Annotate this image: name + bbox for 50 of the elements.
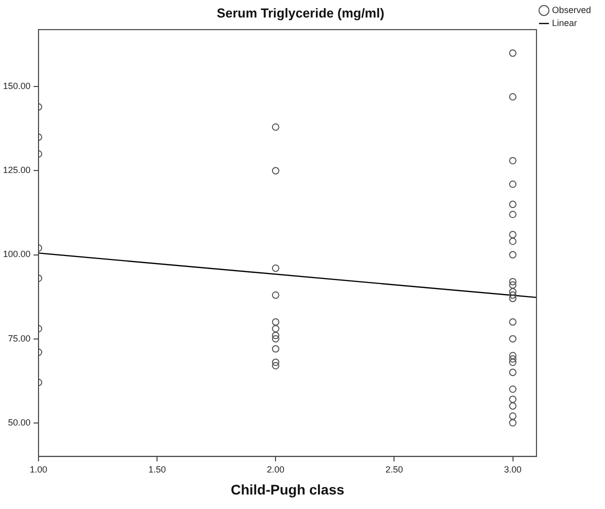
- point: [509, 419, 516, 426]
- x-tick-label: 2.50: [385, 464, 403, 474]
- point: [509, 335, 516, 342]
- x-tick-label: 3.00: [504, 464, 522, 474]
- point: [509, 318, 516, 326]
- point: [272, 362, 280, 370]
- point: [272, 123, 280, 131]
- point: [509, 238, 516, 246]
- y-tick-label: 100.00: [2, 249, 31, 260]
- point: [509, 294, 516, 302]
- point: [272, 332, 280, 340]
- point: [509, 291, 516, 299]
- x-tick-label: 1.50: [148, 464, 166, 474]
- legend-label: Observed: [552, 4, 592, 15]
- point: [272, 291, 280, 299]
- y-tick-label: 125.00: [2, 165, 31, 176]
- point: [272, 318, 280, 326]
- x-axis-title: Child-Pugh class: [230, 481, 344, 498]
- point: [509, 385, 516, 393]
- chart-title: Serum Triglyceride (mg/ml): [216, 5, 384, 20]
- point: [509, 402, 516, 410]
- x-tick-label: 2.00: [266, 464, 284, 474]
- point: [509, 251, 516, 258]
- point: [509, 210, 516, 218]
- point: [509, 180, 516, 188]
- point: [272, 167, 280, 174]
- point: [509, 355, 516, 363]
- point: [509, 278, 516, 286]
- point: [509, 396, 516, 403]
- x-tick-label: 1.00: [30, 464, 48, 474]
- point: [272, 335, 280, 342]
- y-tick-label: 50.00: [8, 417, 31, 428]
- point: [509, 281, 516, 289]
- point: [509, 200, 516, 208]
- point: [272, 324, 280, 332]
- y-tick-label: 150.00: [2, 81, 31, 92]
- y-tick-label: 75.00: [8, 333, 31, 344]
- legend-label: Linear: [552, 18, 578, 28]
- point: [509, 230, 516, 238]
- point: [509, 368, 516, 376]
- point: [509, 412, 516, 420]
- point: [509, 358, 516, 366]
- point: [272, 264, 280, 272]
- point: [509, 288, 516, 296]
- point: [509, 49, 516, 57]
- point: [272, 358, 280, 366]
- point: [509, 156, 516, 164]
- point: [509, 93, 516, 101]
- point: [272, 345, 280, 353]
- point: [509, 352, 516, 360]
